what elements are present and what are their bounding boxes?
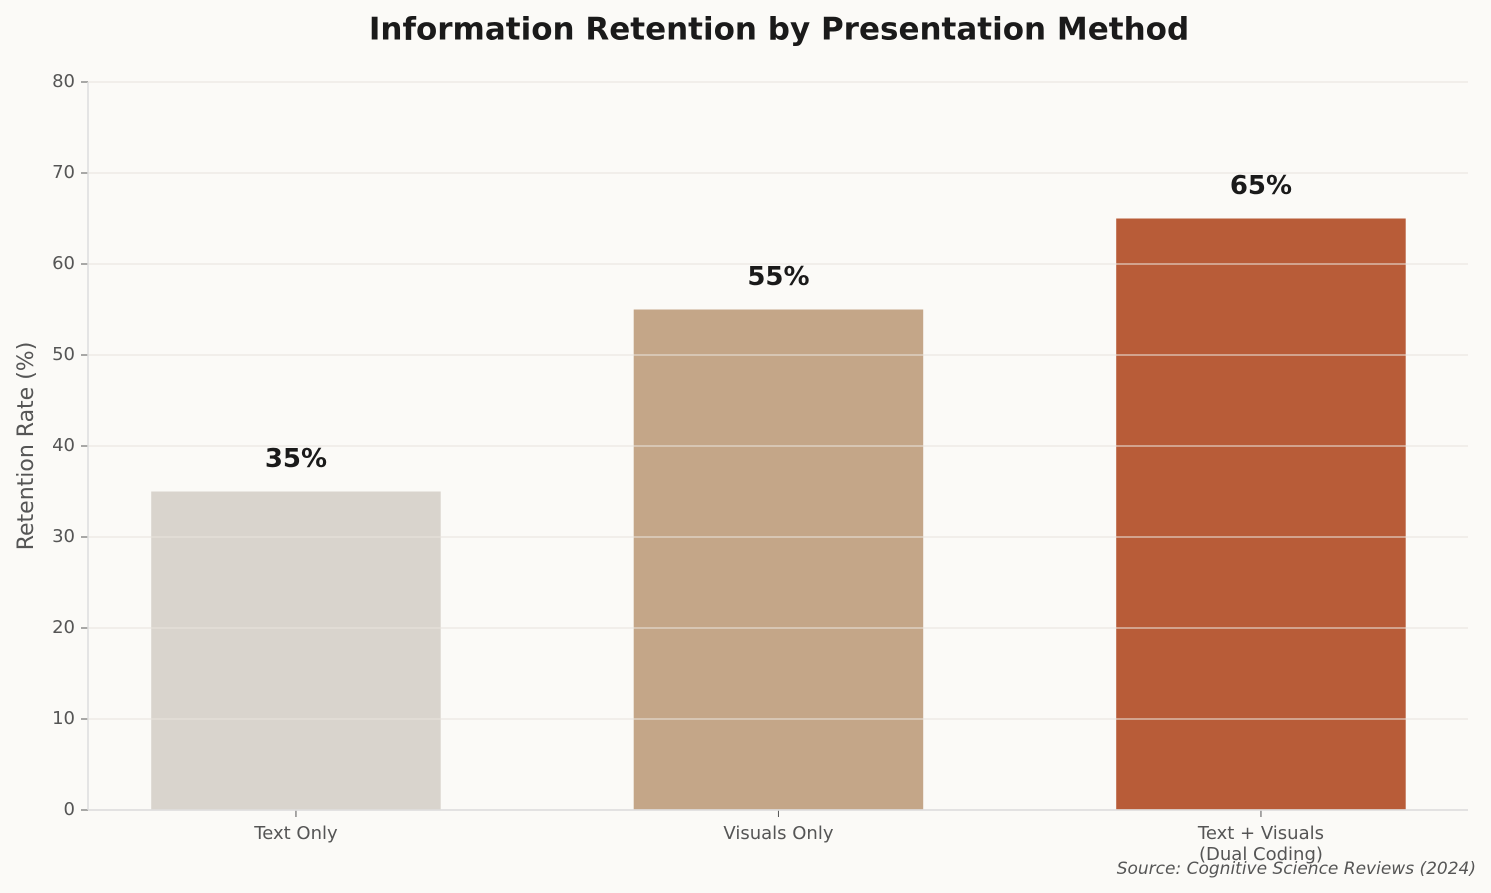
chart-title: Information Retention by Presentation Me…	[369, 12, 1189, 48]
value-label: 55%	[747, 262, 809, 292]
y-tick-label: 70	[52, 162, 75, 183]
y-axis-label: Retention Rate (%)	[14, 342, 39, 551]
value-label: 65%	[1230, 171, 1292, 201]
bar	[151, 491, 441, 810]
x-tick-label: Text Only	[254, 823, 338, 844]
bar	[633, 309, 924, 810]
x-tick-label: Visuals Only	[723, 823, 834, 844]
value-label: 35%	[265, 444, 327, 474]
y-tick-label: 50	[52, 344, 75, 365]
y-tick-label: 40	[52, 435, 75, 456]
y-tick-label: 30	[52, 526, 75, 547]
y-tick-label: 60	[52, 253, 75, 274]
x-tick-label: Text + Visuals (Dual Coding)	[1197, 823, 1324, 865]
bar	[1116, 218, 1406, 810]
source-note: Source: Cognitive Science Reviews (2024)	[1117, 859, 1476, 879]
y-tick-label: 0	[64, 799, 75, 820]
y-tick-label: 10	[52, 708, 75, 729]
y-tick-label: 80	[52, 71, 75, 92]
y-tick-label: 20	[52, 617, 75, 638]
